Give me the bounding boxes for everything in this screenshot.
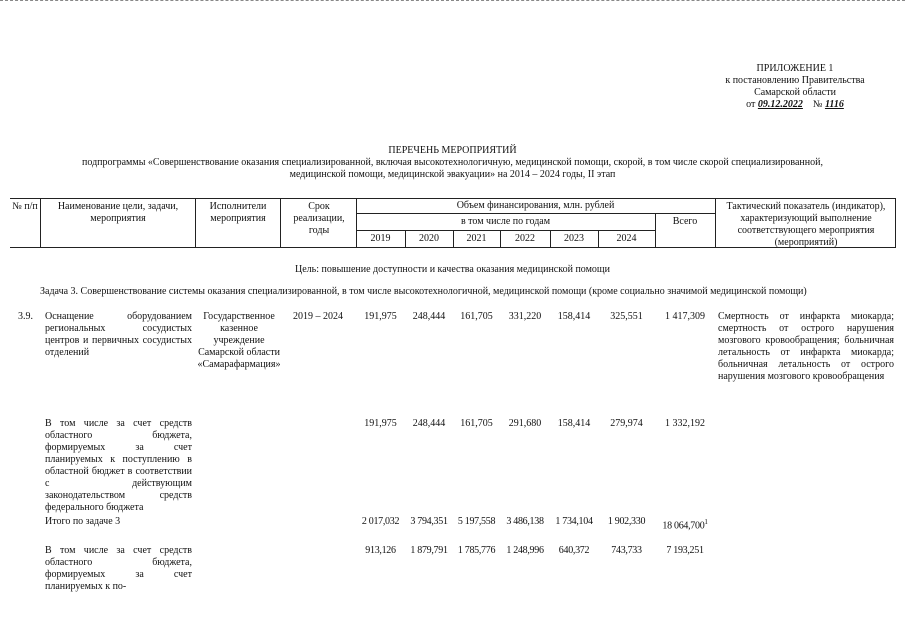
row-total: 7 193,251: [655, 545, 715, 557]
page-subtitle: медицинской помощи, медицинской эвакуаци…: [289, 169, 616, 180]
appendix-line: Самарской области: [754, 87, 836, 98]
decree-number: 1116: [824, 99, 844, 110]
header-year: 2024: [616, 233, 637, 244]
row-value: 279,974: [610, 418, 643, 429]
appendix-date-line: от 09.12.2022 № 1116: [700, 99, 890, 111]
page-title: ПЕРЕЧЕНЬ МЕРОПРИЯТИЙ: [388, 145, 517, 156]
total-value: 18 064,700: [662, 520, 705, 532]
page-subtitle: подпрограммы «Совершенствование оказания…: [82, 157, 823, 168]
header-year: 2019: [370, 233, 391, 244]
row-name: Оснащение оборудованием региональных сос…: [45, 311, 192, 358]
total-value: 7 193,251: [666, 545, 704, 556]
header-funding: Объем финансирования, млн. рублей: [456, 200, 615, 211]
row-value: 1 734,104: [555, 516, 593, 527]
row-value: 1 785,776: [457, 545, 496, 556]
row-name: В том числе за счет средств областного б…: [45, 545, 192, 592]
header-year: 2023: [564, 233, 584, 244]
row-indicator: Смертность от инфаркта миокарда; смертно…: [718, 311, 894, 382]
row-value: 1 902,330: [607, 516, 646, 527]
row-name: В том числе за счет средств областного б…: [45, 418, 192, 513]
row-executor: Государственное казенное учреждение Сама…: [197, 311, 281, 370]
row-value: 1 879,791: [410, 545, 448, 556]
header-executors: Исполнители мероприятия: [209, 201, 267, 224]
row-value: 248,444: [412, 311, 446, 322]
header-num: № п/п: [12, 201, 38, 212]
row-value: 191,975: [364, 418, 397, 429]
appendix-line: к постановлению Правительства: [725, 75, 865, 86]
row-value: 640,372: [558, 545, 590, 556]
task-line: Задача 3. Совершенствование системы оказ…: [40, 286, 807, 297]
header-year: 2022: [515, 233, 535, 244]
total-value: 1 417,309: [665, 311, 705, 322]
decree-date: 09.12.2022: [757, 99, 803, 110]
row-value: 161,705: [460, 418, 493, 429]
row-value: 743,733: [611, 545, 642, 556]
row-value: 3 486,138: [506, 516, 544, 527]
row-value: 1 248,996: [506, 545, 544, 556]
goal-line: Цель: повышение доступности и качества о…: [295, 264, 610, 275]
row-value: 161,705: [460, 311, 493, 322]
row-name: Итого по задаче 3: [45, 516, 121, 527]
row-total: 18 064,7001: [655, 516, 715, 532]
header-total: Всего: [672, 216, 698, 227]
row-num: 3.9.: [18, 311, 33, 322]
scan-edge: [0, 0, 905, 2]
row-total: 1 332,192: [655, 418, 715, 430]
appendix-title: ПРИЛОЖЕНИЕ 1: [756, 63, 834, 74]
total-value: 1 332,192: [665, 418, 705, 429]
row-term: 2019 – 2024: [293, 311, 343, 322]
header-indicator: Тактический показатель (индикатор), хара…: [726, 201, 886, 248]
row-total: 1 417,309: [655, 311, 715, 323]
number-label: №: [812, 99, 823, 110]
header-year: 2020: [419, 233, 439, 244]
header-by-years: в том числе по годам: [460, 216, 551, 227]
row-value: 913,126: [365, 545, 396, 556]
row-value: 158,414: [557, 418, 591, 429]
row-value: 191,975: [364, 311, 397, 322]
appendix-block: ПРИЛОЖЕНИЕ 1 к постановлению Правительст…: [700, 63, 890, 111]
from-label: от: [746, 99, 756, 110]
header-name: Наименование цели, задачи, мероприятия: [57, 201, 179, 224]
row-value: 291,680: [508, 418, 542, 429]
row-value: 5 197,558: [457, 516, 496, 527]
header-year: 2021: [466, 233, 487, 244]
row-value: 331,220: [508, 311, 542, 322]
row-value: 2 017,032: [361, 516, 400, 527]
header-term: Срок реализации, годы: [293, 201, 345, 236]
row-value: 248,444: [412, 418, 446, 429]
footnote-mark: 1: [704, 518, 708, 526]
row-value: 158,414: [557, 311, 591, 322]
row-value: 3 794,351: [410, 516, 448, 527]
row-value: 325,551: [610, 311, 643, 322]
